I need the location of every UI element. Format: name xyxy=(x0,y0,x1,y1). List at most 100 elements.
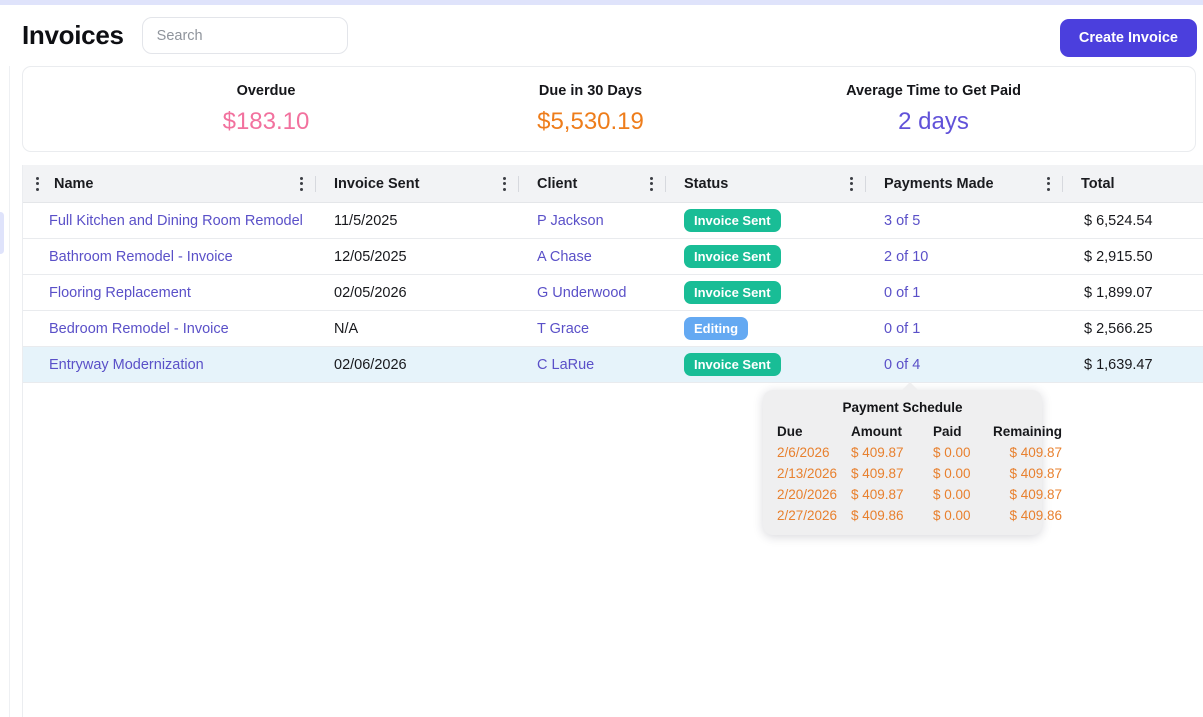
column-header-invoice-sent[interactable]: Invoice Sent xyxy=(316,165,519,202)
invoices-table: Name Invoice Sent Client Status Payments Mad… xyxy=(22,165,1203,717)
schedule-cell: 2/6/2026 xyxy=(777,445,830,460)
column-resize-handle[interactable] xyxy=(665,175,666,192)
client-link[interactable]: A Chase xyxy=(537,248,592,265)
column-menu-icon[interactable] xyxy=(845,173,858,195)
table-cell: G Underwood xyxy=(519,285,666,301)
kebab-dot xyxy=(850,187,853,191)
kebab-dot xyxy=(36,182,39,185)
table-cell: $ 2,566.25 xyxy=(1063,321,1203,337)
table-cell: P Jackson xyxy=(519,213,666,229)
column-header-client[interactable]: Client xyxy=(519,165,666,202)
column-header-payments-made[interactable]: Payments Made xyxy=(866,165,1063,202)
column-header-name[interactable]: Name xyxy=(23,165,316,202)
column-label: Invoice Sent xyxy=(334,175,420,192)
kebab-dot xyxy=(1047,187,1050,191)
column-adornments xyxy=(1042,173,1063,195)
invoice-row[interactable]: Bedroom Remodel - Invoice N/A T Grace Editi… xyxy=(23,311,1203,347)
column-resize-handle[interactable] xyxy=(865,175,866,192)
column-header-total[interactable]: Total xyxy=(1063,165,1203,202)
table-cell: $ 2,915.50 xyxy=(1063,249,1203,265)
table-menu-icon[interactable] xyxy=(31,173,44,195)
table-cell: $ 6,524.54 xyxy=(1063,213,1203,229)
kebab-dot xyxy=(503,176,506,180)
column-label: Status xyxy=(684,175,729,192)
schedule-cell: $ 409.87 xyxy=(851,466,904,481)
payment-schedule-table: Due Amount Paid Remaining 2/6/2026 $ 409.87 $ … xyxy=(777,424,1062,523)
stat-label: Average Time to Get Paid xyxy=(846,82,1021,99)
table-cell: Editing xyxy=(666,317,866,340)
stat-due-in-30-days: Due in 30 Days $5,530.19 xyxy=(509,67,672,151)
schedule-cell: 2/20/2026 xyxy=(777,487,838,502)
schedule-cell: $ 409.87 xyxy=(851,445,904,460)
column-menu-icon[interactable] xyxy=(1042,173,1055,195)
payments-made-link[interactable]: 0 of 4 xyxy=(884,356,921,373)
table-cell: Flooring Replacement xyxy=(23,285,316,301)
invoice-sent-date: 02/05/2026 xyxy=(334,284,407,301)
column-label: Client xyxy=(537,175,578,192)
stat-value: $183.10 xyxy=(222,107,310,135)
invoice-row[interactable]: Bathroom Remodel - Invoice 12/05/2025 A Ch… xyxy=(23,239,1203,275)
schedule-cell: $ 409.87 xyxy=(851,487,904,502)
invoice-sent-date: 11/5/2025 xyxy=(334,212,398,229)
schedule-column-header: Remaining xyxy=(993,424,1063,439)
client-link[interactable]: P Jackson xyxy=(537,212,604,229)
invoice-total: $ 2,915.50 xyxy=(1084,248,1153,265)
schedule-cell: $ 409.86 xyxy=(1009,508,1063,523)
tooltip-title: Payment Schedule xyxy=(842,400,963,415)
kebab-dot xyxy=(503,182,506,185)
invoice-row[interactable]: Full Kitchen and Dining Room Remodel 11/5… xyxy=(23,203,1203,239)
invoice-total: $ 1,639.47 xyxy=(1084,356,1153,373)
payments-made-link[interactable]: 0 of 1 xyxy=(884,284,921,301)
client-link[interactable]: C LaRue xyxy=(537,356,595,373)
column-label: Name xyxy=(54,175,94,192)
invoice-name-link[interactable]: Flooring Replacement xyxy=(49,284,191,301)
table-cell: 12/05/2025 xyxy=(316,249,519,265)
invoice-total: $ 6,524.54 xyxy=(1084,212,1153,229)
kebab-dot xyxy=(300,176,303,180)
table-cell: 0 of 1 xyxy=(866,285,1063,301)
create-invoice-button[interactable]: Create Invoice xyxy=(1059,19,1197,57)
column-resize-handle[interactable] xyxy=(518,175,519,192)
invoice-row[interactable]: Entryway Modernization 02/06/2026 C LaRue I… xyxy=(23,347,1203,383)
table-body: Full Kitchen and Dining Room Remodel 11/5… xyxy=(23,203,1203,383)
column-resize-handle[interactable] xyxy=(1062,175,1063,192)
table-cell: 02/05/2026 xyxy=(316,285,519,301)
column-header-status[interactable]: Status xyxy=(666,165,866,202)
table-cell: Bedroom Remodel - Invoice xyxy=(23,321,316,337)
schedule-column-header: Amount xyxy=(851,424,902,439)
schedule-cell: $ 0.00 xyxy=(933,466,971,481)
payments-made-link[interactable]: 0 of 1 xyxy=(884,320,921,337)
kebab-dot xyxy=(300,182,303,185)
kebab-dot xyxy=(300,187,303,191)
invoice-name-link[interactable]: Bedroom Remodel - Invoice xyxy=(49,320,229,337)
table-header-row: Name Invoice Sent Client Status Payments Mad… xyxy=(23,165,1203,203)
payments-made-link[interactable]: 2 of 10 xyxy=(884,248,929,265)
payments-made-link[interactable]: 3 of 5 xyxy=(884,212,921,229)
invoice-name-link[interactable]: Entryway Modernization xyxy=(49,356,204,373)
invoice-name-link[interactable]: Bathroom Remodel - Invoice xyxy=(49,248,233,265)
column-menu-icon[interactable] xyxy=(295,173,308,195)
table-cell: 11/5/2025 xyxy=(316,213,519,229)
content-edge-divider xyxy=(9,66,10,717)
table-cell: Invoice Sent xyxy=(666,209,866,232)
column-resize-handle[interactable] xyxy=(315,175,316,192)
invoice-row[interactable]: Flooring Replacement 02/05/2026 G Underwoo… xyxy=(23,275,1203,311)
search-input[interactable] xyxy=(141,17,348,54)
invoice-name-link[interactable]: Full Kitchen and Dining Room Remodel xyxy=(49,212,303,229)
stat-average-time-to-get-paid: Average Time to Get Paid 2 days xyxy=(672,67,1195,151)
stat-overdue: Overdue $183.10 xyxy=(23,67,509,151)
column-menu-icon[interactable] xyxy=(645,173,658,195)
column-menu-icon[interactable] xyxy=(498,173,511,195)
kebab-dot xyxy=(650,187,653,191)
table-cell: N/A xyxy=(316,321,519,337)
client-link[interactable]: T Grace xyxy=(537,320,590,337)
column-adornments xyxy=(645,173,666,195)
invoice-sent-date: N/A xyxy=(334,320,359,337)
table-cell: T Grace xyxy=(519,321,666,337)
schedule-cell: $ 409.86 xyxy=(851,508,904,523)
client-link[interactable]: G Underwood xyxy=(537,284,627,301)
page-title: Invoices xyxy=(22,20,124,50)
left-scroll-indicator xyxy=(0,212,4,254)
schedule-cell: $ 409.87 xyxy=(1009,466,1063,481)
status-badge: Invoice Sent xyxy=(684,353,781,376)
